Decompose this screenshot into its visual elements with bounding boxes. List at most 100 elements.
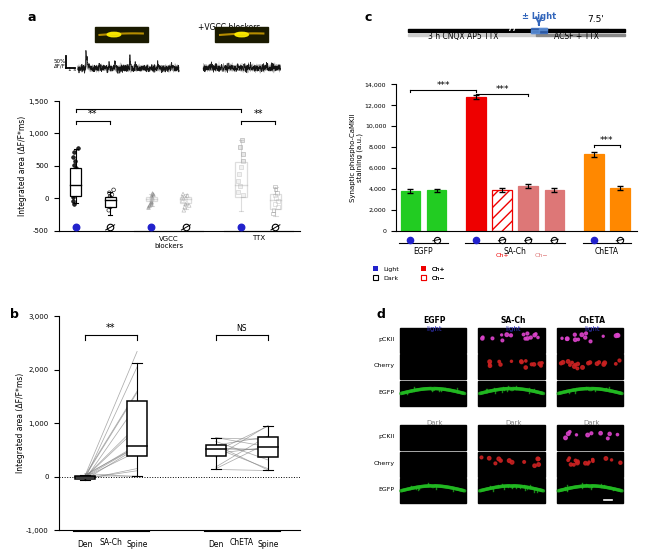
Point (68, 199, 79, 208)
Point (478, 333, 488, 341)
Point (584, 458, 594, 466)
Point (507, 458, 517, 466)
Point (181, 194, 191, 203)
Bar (70, 169, 81, 196)
Point (519, 458, 529, 466)
Bar (492, 190, 512, 230)
Point (613, 331, 623, 340)
Bar (584, 155, 604, 230)
Text: ΔF/F: ΔF/F (54, 63, 66, 68)
Point (564, 454, 575, 463)
Bar (545, 190, 564, 230)
Text: **: ** (106, 323, 116, 333)
Point (563, 357, 573, 366)
Point (71, 163, 81, 172)
Point (595, 429, 606, 437)
Point (236, 223, 246, 232)
Point (68, 192, 78, 201)
Bar (557, 478, 623, 503)
Bar (400, 328, 466, 353)
Text: ACSF + TTX: ACSF + TTX (554, 32, 599, 41)
Text: VGCC
blockers: VGCC blockers (154, 237, 183, 249)
Text: Dark: Dark (426, 420, 443, 426)
Text: 50%: 50% (54, 59, 66, 64)
Bar (400, 425, 466, 450)
Point (273, 203, 283, 211)
Point (522, 329, 532, 338)
Point (148, 189, 158, 198)
Point (270, 200, 280, 209)
Point (105, 193, 116, 202)
Bar (206, 445, 226, 456)
Point (103, 200, 113, 209)
Bar (531, 28, 547, 32)
Point (572, 459, 582, 468)
Text: EGFP: EGFP (423, 316, 446, 325)
Text: Ch+: Ch+ (495, 253, 509, 258)
Text: ChETA: ChETA (595, 247, 619, 256)
Point (610, 359, 621, 368)
Text: c: c (365, 12, 372, 25)
Bar (400, 381, 466, 406)
Point (533, 455, 543, 464)
Point (146, 223, 157, 232)
Text: Ch−: Ch− (534, 253, 548, 258)
Bar (270, 194, 281, 209)
Point (270, 185, 281, 194)
Point (612, 330, 623, 339)
Point (73, 183, 83, 192)
Point (534, 359, 545, 368)
Point (588, 457, 598, 466)
Point (534, 460, 544, 469)
Point (105, 203, 116, 211)
Point (614, 356, 625, 365)
Point (268, 206, 279, 215)
Point (588, 455, 598, 464)
Point (506, 331, 516, 340)
Point (562, 334, 573, 343)
Point (560, 434, 571, 442)
Point (493, 454, 504, 463)
Text: **: ** (254, 109, 263, 119)
Bar (531, 30, 539, 32)
Point (73, 186, 83, 195)
Text: EGFP: EGFP (379, 390, 395, 395)
Point (536, 362, 546, 371)
Text: a: a (27, 11, 36, 24)
Point (177, 193, 188, 201)
Point (237, 136, 248, 145)
Text: ***: *** (436, 80, 450, 90)
Point (497, 336, 508, 345)
Point (577, 363, 588, 372)
Point (68, 188, 79, 197)
Bar (400, 354, 466, 379)
Text: 7.5': 7.5' (588, 15, 604, 24)
Bar (400, 191, 420, 230)
Bar (408, 28, 625, 31)
Point (516, 357, 526, 366)
Point (506, 357, 517, 365)
Point (599, 358, 610, 367)
Bar (478, 381, 545, 406)
Point (558, 358, 568, 367)
Point (70, 223, 81, 232)
Point (577, 330, 587, 339)
Point (582, 431, 593, 440)
Point (488, 334, 498, 343)
Point (563, 429, 573, 438)
Point (485, 362, 495, 371)
Point (146, 188, 157, 197)
Point (105, 198, 115, 207)
Point (604, 430, 615, 439)
Point (549, 235, 560, 244)
Text: ChETA: ChETA (230, 538, 254, 547)
Point (502, 330, 512, 339)
Point (178, 194, 188, 203)
Text: light: light (506, 326, 521, 332)
Y-axis label: Integrated area (ΔF/F*ms): Integrated area (ΔF/F*ms) (18, 116, 27, 216)
Point (147, 193, 157, 201)
Bar (557, 328, 623, 353)
Point (235, 143, 245, 152)
Point (611, 331, 621, 340)
Point (521, 363, 531, 372)
